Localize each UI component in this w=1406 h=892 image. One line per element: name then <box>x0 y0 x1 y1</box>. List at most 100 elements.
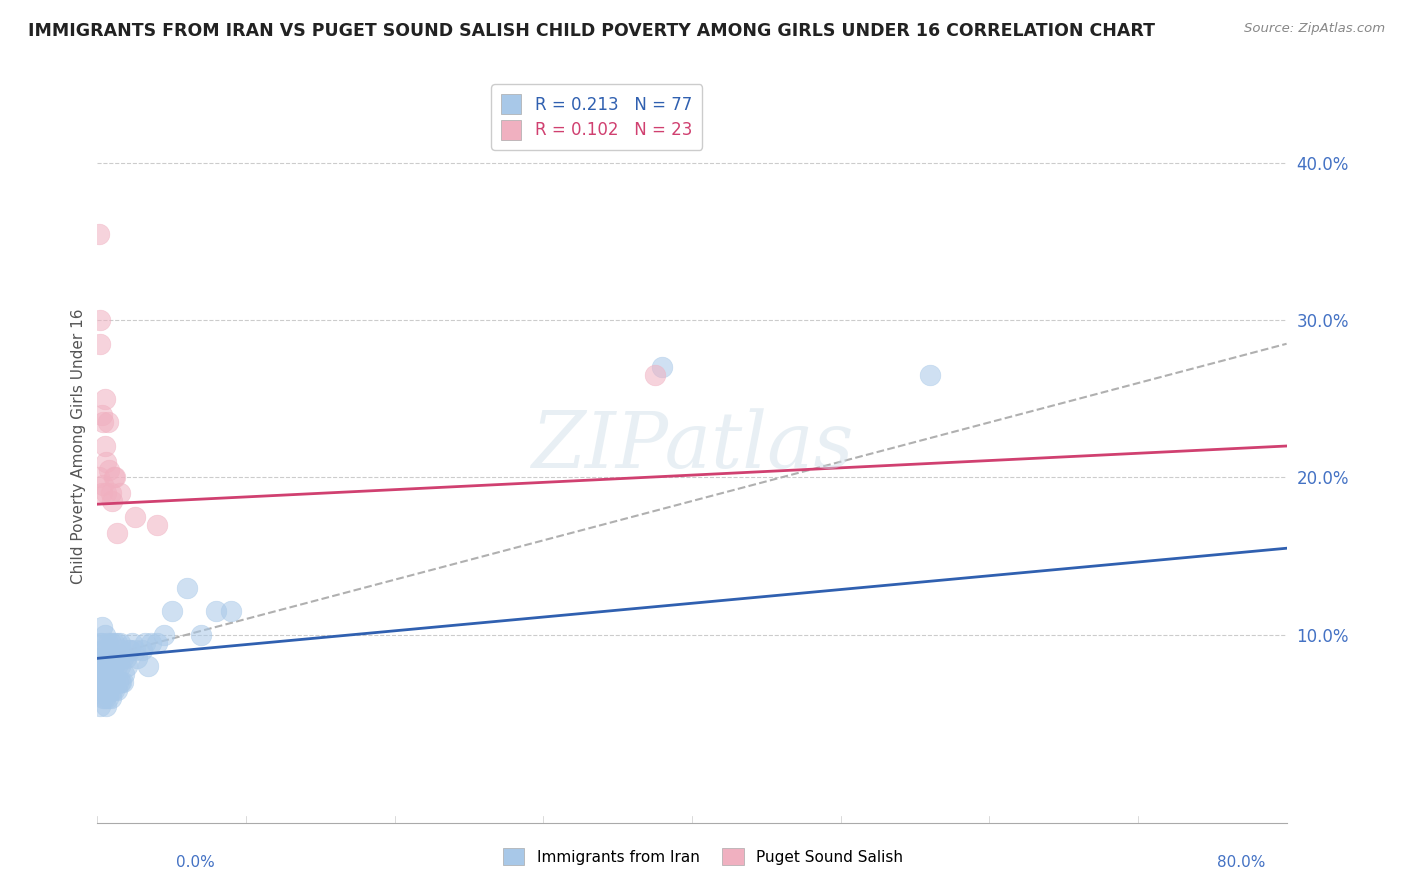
Point <box>121 635 143 649</box>
Point <box>108 659 131 673</box>
Point <box>97 667 120 681</box>
Point <box>100 690 122 705</box>
Point <box>103 659 125 673</box>
Point <box>90 651 112 665</box>
Point <box>87 667 110 681</box>
Point <box>87 682 110 697</box>
Text: 0.0%: 0.0% <box>176 855 215 870</box>
Point <box>108 635 131 649</box>
Point <box>107 651 129 665</box>
Point <box>91 674 114 689</box>
Point <box>124 509 146 524</box>
Point <box>89 336 111 351</box>
Point <box>205 604 228 618</box>
Point <box>219 604 242 618</box>
Point <box>91 643 114 657</box>
Point <box>91 659 114 673</box>
Point <box>91 690 114 705</box>
Point <box>100 674 122 689</box>
Point <box>94 690 117 705</box>
Text: Source: ZipAtlas.com: Source: ZipAtlas.com <box>1244 22 1385 36</box>
Point <box>112 667 135 681</box>
Point <box>104 651 127 665</box>
Point <box>104 470 127 484</box>
Point <box>90 620 112 634</box>
Point <box>89 667 111 681</box>
Point <box>105 659 128 673</box>
Point <box>644 368 666 383</box>
Point <box>918 368 941 383</box>
Point <box>108 486 131 500</box>
Point <box>94 628 117 642</box>
Point <box>90 635 112 649</box>
Text: ZIPatlas: ZIPatlas <box>531 408 853 484</box>
Point <box>134 635 156 649</box>
Point <box>111 674 134 689</box>
Legend: Immigrants from Iran, Puget Sound Salish: Immigrants from Iran, Puget Sound Salish <box>496 842 910 871</box>
Point <box>96 455 118 469</box>
Point <box>98 682 121 697</box>
Point <box>89 698 111 713</box>
Point <box>101 494 124 508</box>
Point <box>100 659 122 673</box>
Point <box>101 651 124 665</box>
Point <box>153 628 176 642</box>
Point <box>89 635 111 649</box>
Point <box>104 674 127 689</box>
Point <box>97 635 120 649</box>
Point <box>105 525 128 540</box>
Point <box>94 659 117 673</box>
Point <box>90 408 112 422</box>
Point <box>87 651 110 665</box>
Point <box>107 674 129 689</box>
Point <box>98 651 121 665</box>
Point <box>115 659 138 673</box>
Point <box>190 628 212 642</box>
Point <box>176 581 198 595</box>
Point <box>108 674 131 689</box>
Point <box>100 486 122 500</box>
Point <box>87 470 110 484</box>
Text: 80.0%: 80.0% <box>1218 855 1265 870</box>
Y-axis label: Child Poverty Among Girls Under 16: Child Poverty Among Girls Under 16 <box>72 309 86 583</box>
Point <box>94 392 117 406</box>
Point <box>105 635 128 649</box>
Point <box>94 439 117 453</box>
Point <box>651 360 673 375</box>
Point <box>97 416 120 430</box>
Point <box>103 470 125 484</box>
Point <box>91 478 114 492</box>
Point <box>97 690 120 705</box>
Point <box>160 604 183 618</box>
Point <box>110 643 132 657</box>
Point <box>131 643 153 657</box>
Point <box>89 313 111 327</box>
Point <box>87 227 110 241</box>
Point <box>96 486 118 500</box>
Point <box>120 643 142 657</box>
Point <box>96 651 118 665</box>
Point <box>96 698 118 713</box>
Point <box>136 659 159 673</box>
Point <box>89 682 111 697</box>
Point <box>111 651 134 665</box>
Point <box>101 682 124 697</box>
Point <box>94 674 117 689</box>
Point <box>100 635 122 649</box>
Point <box>98 667 121 681</box>
Point <box>96 667 118 681</box>
Legend: R = 0.213   N = 77, R = 0.102   N = 23: R = 0.213 N = 77, R = 0.102 N = 23 <box>492 85 702 150</box>
Text: IMMIGRANTS FROM IRAN VS PUGET SOUND SALISH CHILD POVERTY AMONG GIRLS UNDER 16 CO: IMMIGRANTS FROM IRAN VS PUGET SOUND SALI… <box>28 22 1156 40</box>
Point <box>105 682 128 697</box>
Point <box>110 674 132 689</box>
Point <box>103 682 125 697</box>
Point <box>97 651 120 665</box>
Point <box>146 635 169 649</box>
Point <box>124 643 146 657</box>
Point <box>91 416 114 430</box>
Point <box>101 667 124 681</box>
Point <box>90 486 112 500</box>
Point <box>96 682 118 697</box>
Point <box>146 517 169 532</box>
Point <box>94 643 117 657</box>
